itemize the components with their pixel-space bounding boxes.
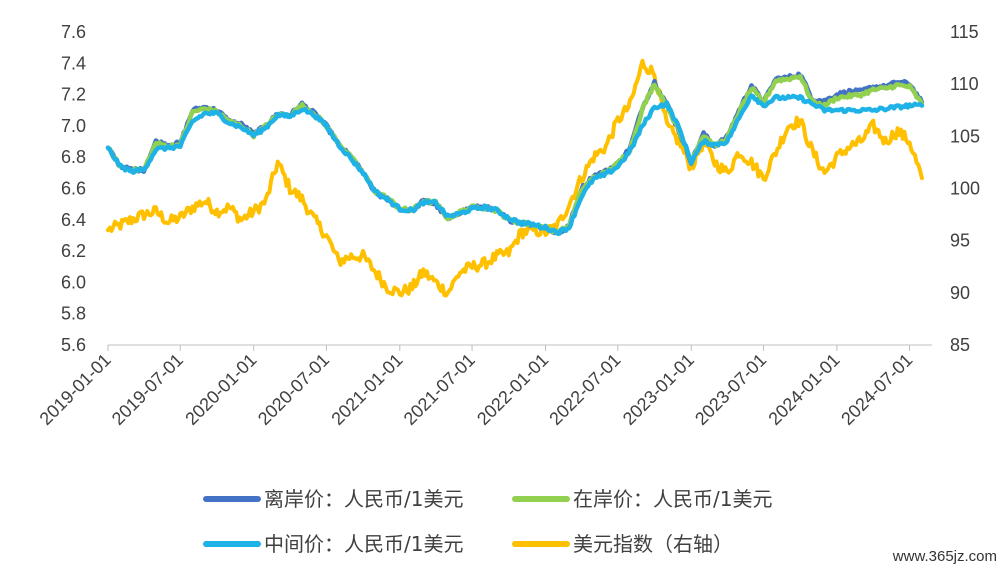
chart-axes: 5.6 5.8 6.0 6.2 6.4 6.6 6.8 7.0 7.2 7.4 7.6 85 90 95 1… [36, 22, 980, 429]
y-left-tick-label: 7.0 [61, 116, 86, 136]
legend-label: 中间价：人民币/1美元 [264, 532, 463, 556]
y-right-tick-label: 85 [950, 335, 970, 355]
x-tick-label: 2023-07-01 [691, 350, 770, 429]
series-line-2 [105, 93, 925, 237]
x-tick-label: 2020-01-01 [181, 350, 260, 429]
watermark-text: www.365jz.com [892, 548, 997, 565]
legend-label: 离岸价：人民币/1美元 [264, 487, 463, 511]
y-right-tick-label: 105 [950, 126, 980, 146]
x-tick-label: 2019-07-01 [108, 350, 187, 429]
y-left-tick-label: 6.4 [61, 210, 86, 230]
y-left-tick-label: 5.8 [61, 304, 86, 324]
x-tick-label: 2024-07-01 [837, 350, 916, 429]
x-tick-label: 2021-07-01 [400, 350, 479, 429]
chart-series-lines [105, 58, 925, 298]
x-tick-label: 2023-01-01 [619, 350, 698, 429]
y-left-tick-label: 6.8 [61, 147, 86, 167]
y-left-tick-label: 6.6 [61, 179, 86, 199]
y-left-tick-label: 7.4 [61, 53, 86, 73]
x-tick-label: 2022-01-01 [473, 350, 552, 429]
y-right-tick-label: 95 [950, 231, 970, 251]
y-left-tick-label: 7.2 [61, 85, 86, 105]
x-tick-label: 2022-07-01 [545, 350, 624, 429]
y-left-tick-label: 7.6 [61, 22, 86, 42]
x-tick-label: 2024-01-01 [764, 350, 843, 429]
x-tick-label: 2019-01-01 [36, 350, 115, 429]
x-tick-label: 2021-01-01 [327, 350, 406, 429]
y-right-tick-label: 90 [950, 283, 970, 303]
x-tick-label: 2020-07-01 [254, 350, 333, 429]
y-left-tick-label: 6.2 [61, 241, 86, 261]
y-left-tick-label: 5.6 [61, 335, 86, 355]
series-line-3 [106, 58, 924, 298]
y-right-tick-label: 110 [950, 74, 979, 94]
legend-label: 在岸价：人民币/1美元 [573, 487, 772, 511]
y-left-tick-label: 6.0 [61, 272, 86, 292]
legend-label: 美元指数（右轴） [573, 532, 733, 556]
y-right-tick-label: 115 [950, 22, 979, 42]
y-right-tick-label: 100 [950, 179, 980, 199]
